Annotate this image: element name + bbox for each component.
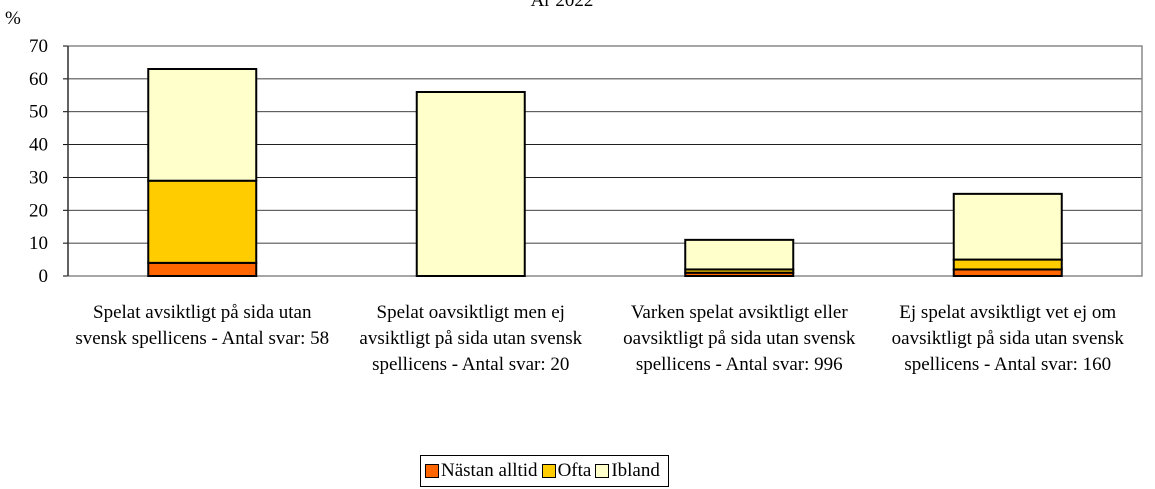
bar-segment: [952, 258, 1063, 271]
legend-label: Nästan alltid: [441, 460, 538, 481]
legend-item: Ofta: [541, 460, 592, 482]
bar-segment: [147, 261, 258, 278]
x-tick-label: Spelat oavsiktligt men ej avsiktligt på …: [359, 302, 583, 375]
bar-segment: [684, 238, 795, 271]
legend-label: Ofta: [557, 460, 592, 481]
y-tick-label: 40: [29, 135, 48, 156]
x-tick-label: Varken spelat avsiktligt eller oavsiktli…: [623, 302, 856, 375]
legend-item: Ibland: [595, 460, 660, 482]
legend-swatch: [595, 464, 610, 478]
legend-swatch: [541, 464, 556, 478]
y-tick-label: 20: [29, 200, 48, 221]
y-tick-label: 10: [29, 233, 48, 254]
y-axis-label: %: [5, 8, 21, 29]
bar-segment: [415, 91, 526, 277]
bar-segment: [952, 192, 1063, 261]
y-tick-label: 0: [39, 266, 49, 287]
y-tick-label: 50: [29, 102, 48, 123]
x-tick-label: Spelat avsiktligt på sida utan svensk sp…: [75, 302, 330, 349]
bar-segment: [147, 179, 258, 264]
chart-title: År 2022: [531, 0, 594, 11]
bar-segment: [147, 68, 258, 182]
x-tick-label: Ej spelat avsiktligt vet ej om oavsiktli…: [891, 302, 1124, 375]
legend: Nästan alltid Ofta Ibland: [420, 455, 669, 487]
y-tick-label: 60: [29, 69, 48, 90]
y-tick-label: 30: [29, 167, 48, 188]
legend-item: Nästan alltid: [425, 460, 538, 482]
legend-swatch: [425, 464, 439, 478]
y-tick-label: 70: [29, 36, 48, 57]
legend-label: Ibland: [611, 460, 660, 481]
